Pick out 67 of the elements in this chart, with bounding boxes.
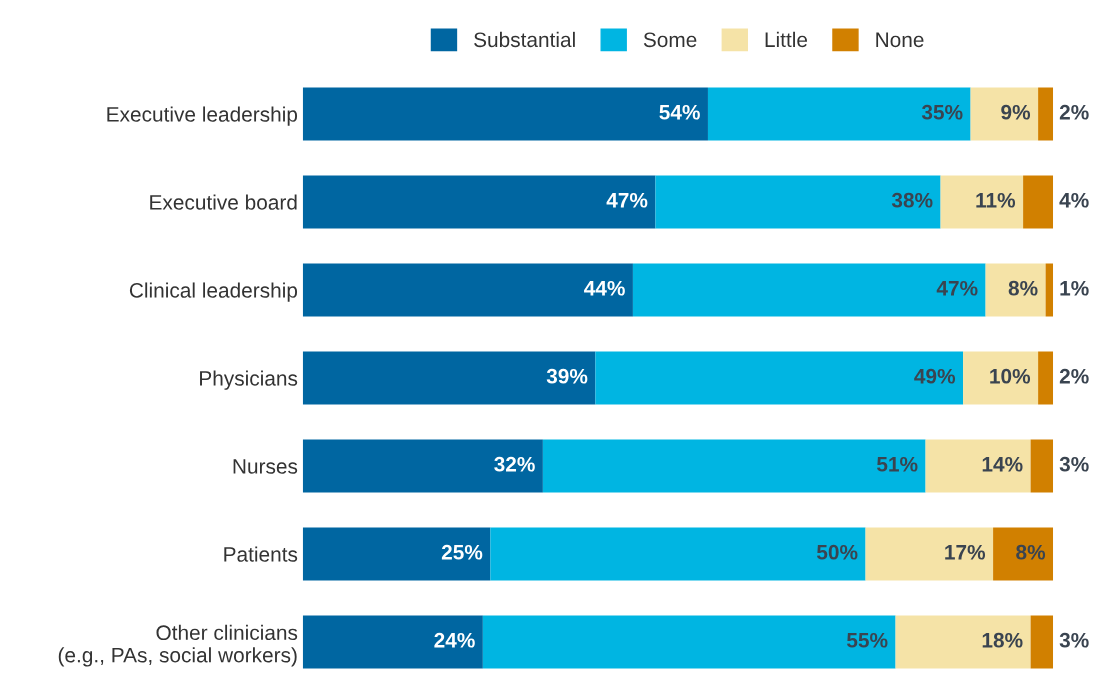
bar: [302, 527, 491, 581]
data-label: 3%: [1059, 632, 1089, 648]
y-tick-label: Patients: [224, 546, 298, 562]
data-label: 1%: [1060, 280, 1089, 296]
data-label: 32%: [494, 456, 535, 472]
bar: [302, 87, 708, 141]
bar: [490, 527, 866, 581]
bar: [707, 87, 971, 141]
bar: [970, 87, 1039, 141]
bar: [1038, 87, 1054, 141]
data-label: 35%: [921, 104, 963, 120]
data-label: 14%: [982, 456, 1023, 472]
bar: [963, 351, 1039, 405]
data-label: 8%: [1016, 544, 1046, 560]
data-label: 39%: [546, 368, 588, 384]
data-label: 17%: [945, 544, 986, 560]
bar: [302, 439, 543, 493]
legend-label: Substantial: [474, 31, 575, 48]
data-label: 50%: [816, 544, 858, 560]
y-tick-label: Executive leadership: [107, 106, 298, 126]
data-label: 44%: [584, 280, 625, 296]
bar: [1023, 175, 1054, 229]
data-label: 25%: [441, 544, 483, 560]
y-tick-label: Other clinicians (e.g., PAs, social workers): [58, 624, 298, 667]
bar: [940, 175, 1024, 229]
bar: [632, 263, 986, 317]
bar: [1030, 439, 1054, 493]
data-label: 51%: [877, 456, 918, 472]
bar: [302, 351, 596, 405]
bar: [1045, 263, 1054, 317]
bar: [1038, 351, 1054, 405]
y-tick-label: Nurses: [233, 459, 298, 474]
bar: [302, 615, 483, 669]
data-label: 4%: [1059, 192, 1089, 208]
y-tick-label: Physicians: [200, 370, 298, 390]
bar: [993, 527, 1054, 581]
bar: [542, 439, 926, 493]
data-label: 10%: [990, 368, 1031, 384]
data-label: 38%: [891, 192, 933, 208]
bar: [985, 263, 1046, 317]
data-label: 8%: [1008, 280, 1038, 296]
data-label: 55%: [846, 632, 888, 648]
data-label: 47%: [606, 192, 648, 208]
bar: [595, 351, 964, 405]
data-label: 24%: [434, 632, 475, 648]
data-label: 47%: [936, 280, 978, 296]
data-label: 54%: [659, 104, 700, 120]
data-label: 9%: [1001, 104, 1031, 120]
bar: [925, 439, 1031, 493]
bar: [865, 527, 994, 581]
y-tick-label: Executive board: [150, 194, 297, 210]
legend-label: Some: [643, 32, 697, 48]
bar: [482, 615, 896, 669]
legend-label: Little: [765, 31, 808, 48]
data-label: 49%: [914, 368, 956, 384]
data-label: 2%: [1059, 104, 1089, 120]
data-label: 3%: [1059, 456, 1089, 472]
data-label: 11%: [976, 192, 1016, 208]
bar: [895, 615, 1031, 669]
bar: [302, 175, 656, 229]
bar: [655, 175, 941, 229]
data-label: 2%: [1059, 368, 1089, 384]
bar: [1030, 615, 1054, 669]
bar: [302, 263, 633, 317]
data-label: 18%: [982, 632, 1023, 648]
legend-label: None: [876, 32, 924, 48]
y-tick-label: Clinical leadership: [129, 282, 298, 302]
